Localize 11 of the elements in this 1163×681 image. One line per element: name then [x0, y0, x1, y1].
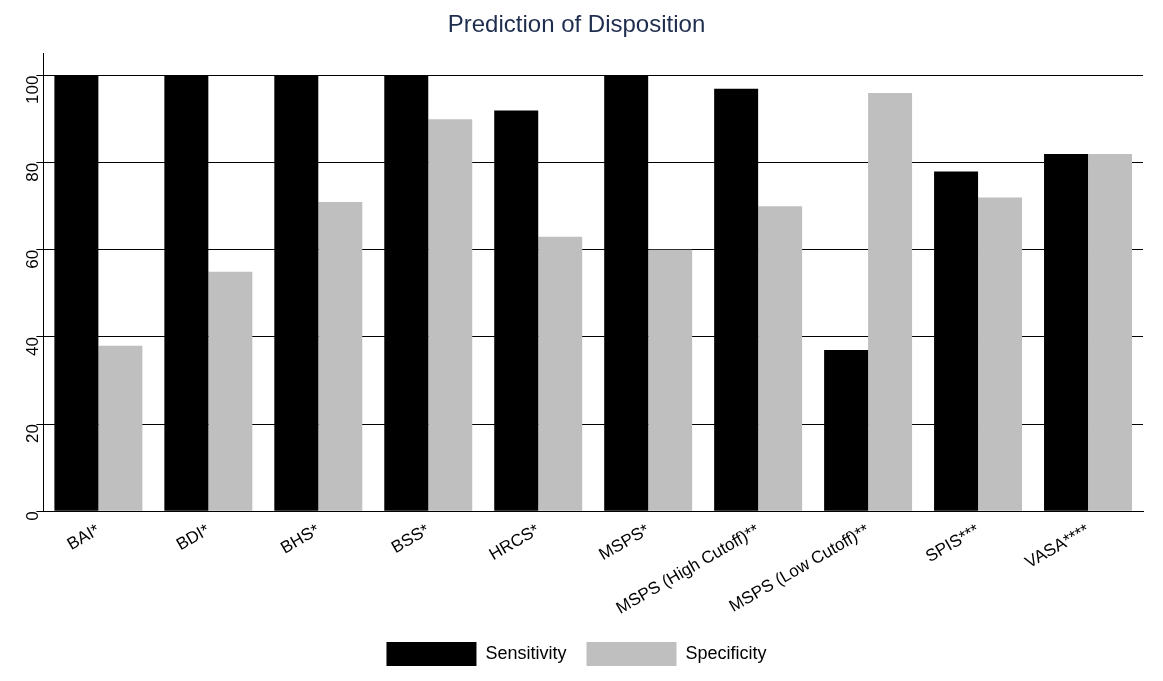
y-tick-label: 100: [23, 75, 43, 104]
x-tick-label: BAI*: [63, 519, 104, 554]
legend-label: Sensitivity: [485, 642, 567, 663]
legend-label: Specificity: [685, 642, 767, 663]
x-tick-label: BDI*: [172, 519, 214, 555]
y-tick-label: 20: [23, 424, 43, 444]
chart-title: Prediction of Disposition: [447, 10, 706, 38]
y-tick-label: 80: [23, 162, 43, 182]
y-tick-label: 0: [23, 511, 43, 521]
y-tick-label: 60: [23, 249, 43, 269]
y-tick-label: 40: [23, 336, 43, 356]
